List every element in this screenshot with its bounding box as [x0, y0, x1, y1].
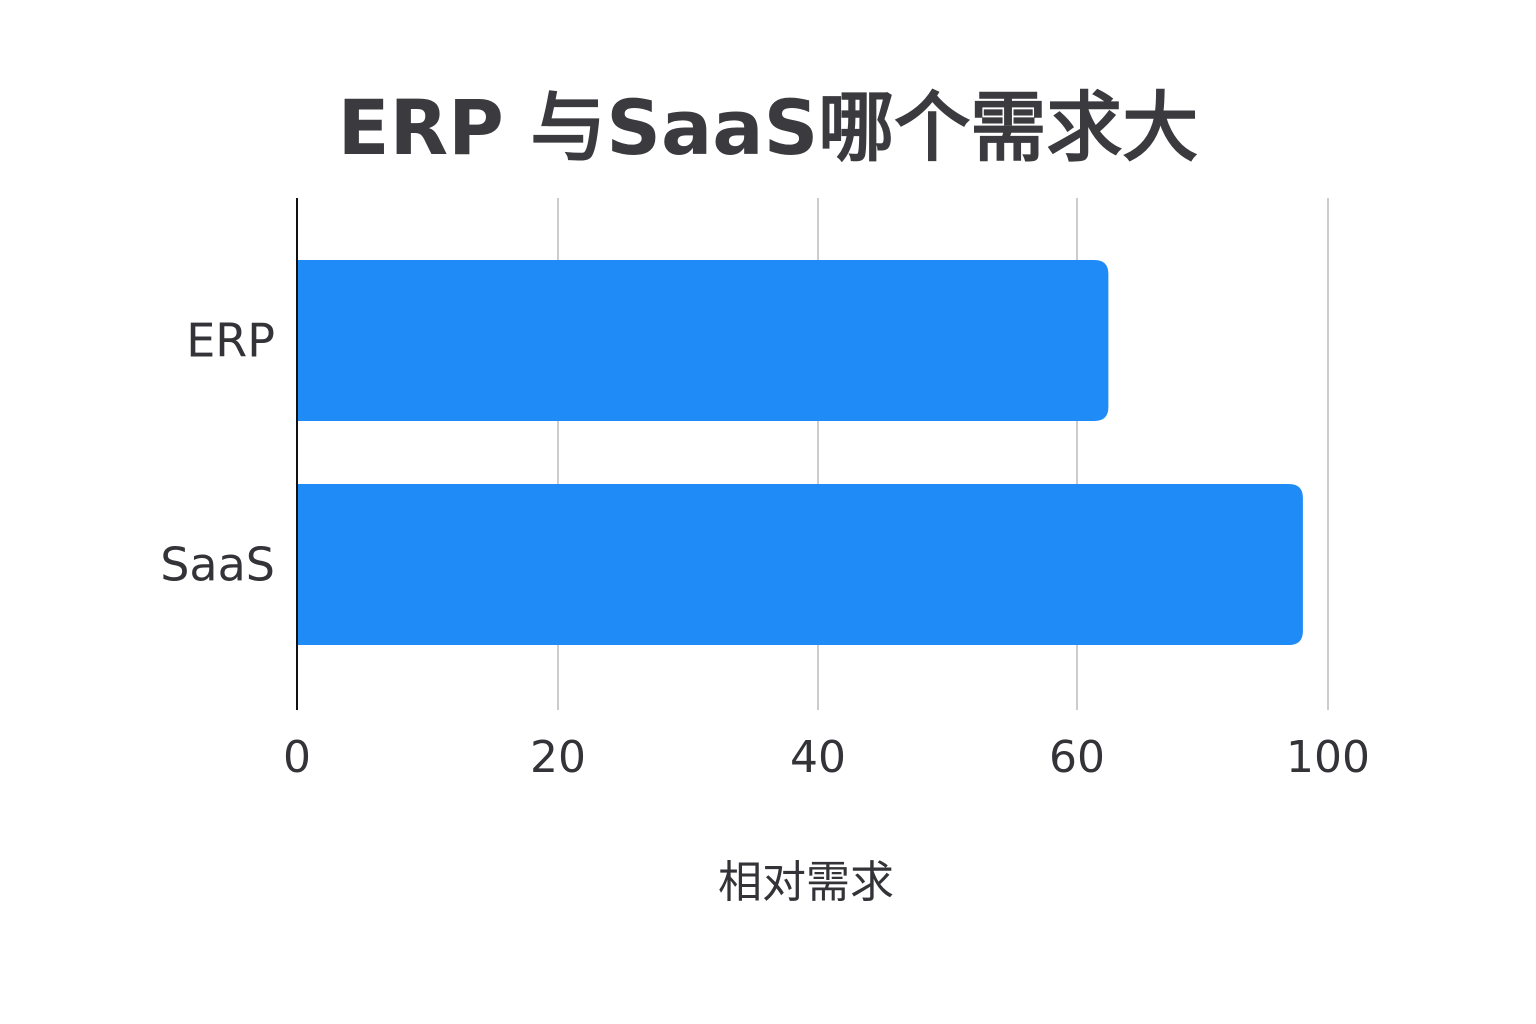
chart-title: ERP 与SaaS哪个需求大	[337, 83, 1199, 172]
x-tick-label: 40	[790, 732, 846, 783]
x-tick-label: 0	[283, 732, 311, 783]
x-tick-label: 20	[530, 732, 586, 783]
bar-saas	[297, 484, 1303, 645]
x-tick-label: 100	[1286, 732, 1370, 783]
y-tick-label: ERP	[186, 314, 275, 368]
bar-erp	[297, 260, 1109, 421]
y-tick-label: SaaS	[160, 538, 275, 592]
x-axis-label: 相对需求	[718, 857, 894, 908]
x-tick-label: 60	[1049, 732, 1105, 783]
